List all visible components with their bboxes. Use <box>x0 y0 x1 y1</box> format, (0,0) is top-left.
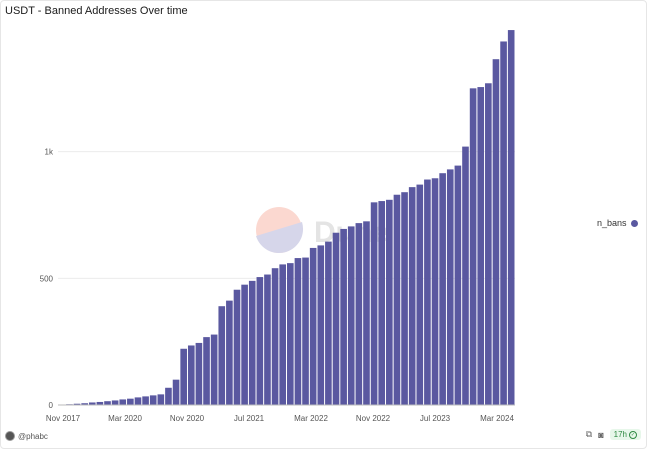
author-name: @phabc <box>18 431 48 441</box>
bar[interactable] <box>507 30 515 405</box>
bar[interactable] <box>332 232 340 405</box>
x-tick-label: Jul 2023 <box>420 414 451 423</box>
author[interactable]: @phabc <box>5 431 48 441</box>
bar[interactable] <box>195 342 203 405</box>
status-badge: 17h ✓ <box>609 429 641 440</box>
bar[interactable] <box>264 274 271 405</box>
bar[interactable] <box>355 223 363 405</box>
y-tick-label: 500 <box>40 274 54 283</box>
bar[interactable] <box>492 59 500 405</box>
bar[interactable] <box>134 397 142 405</box>
x-tick-label: Mar 2020 <box>108 414 142 423</box>
bar[interactable] <box>210 334 218 405</box>
bar[interactable] <box>119 399 127 405</box>
bar[interactable] <box>203 337 210 405</box>
y-tick-label: 1k <box>45 148 54 157</box>
bar[interactable] <box>172 379 180 405</box>
bar[interactable] <box>431 178 439 405</box>
x-tick-label: Jul 2021 <box>234 414 265 423</box>
bar[interactable] <box>408 187 416 405</box>
bar[interactable] <box>127 398 134 405</box>
bar[interactable] <box>393 194 401 405</box>
bar[interactable] <box>401 192 408 405</box>
bar[interactable] <box>271 268 279 405</box>
bar[interactable] <box>81 403 88 405</box>
bar[interactable] <box>111 400 119 405</box>
bar[interactable] <box>248 280 256 405</box>
legend[interactable]: n_bans <box>597 218 638 228</box>
bar[interactable] <box>454 165 462 405</box>
bar[interactable] <box>386 199 393 405</box>
bar[interactable] <box>73 403 81 405</box>
bar[interactable] <box>485 83 492 406</box>
age-text: 17h <box>613 430 627 439</box>
bar[interactable] <box>309 247 317 405</box>
avatar <box>5 431 15 441</box>
bar[interactable] <box>424 179 431 405</box>
bar[interactable] <box>226 300 233 405</box>
bar[interactable] <box>370 202 378 405</box>
bar[interactable] <box>142 396 149 405</box>
bar[interactable] <box>439 173 446 405</box>
bar[interactable] <box>157 394 165 405</box>
bar[interactable] <box>325 241 332 405</box>
check-circle-icon: ✓ <box>629 430 637 439</box>
x-tick-label: Nov 2020 <box>170 414 205 423</box>
bar[interactable] <box>187 345 195 405</box>
legend-swatch <box>630 219 638 227</box>
bar[interactable] <box>241 284 248 405</box>
chart-title: USDT - Banned Addresses Over time <box>5 5 188 17</box>
bar[interactable] <box>378 201 386 405</box>
bar[interactable] <box>149 395 157 405</box>
bar[interactable] <box>88 402 96 405</box>
bar[interactable] <box>104 401 111 405</box>
bar[interactable] <box>500 41 507 405</box>
bar[interactable] <box>462 146 469 405</box>
bar[interactable] <box>347 226 355 405</box>
bar[interactable] <box>256 277 264 405</box>
x-tick-label: Mar 2022 <box>294 414 328 423</box>
camera-icon[interactable]: ◙ <box>598 429 604 440</box>
bar[interactable] <box>279 264 286 405</box>
bar[interactable] <box>218 306 226 405</box>
x-tick-label: Nov 2017 <box>46 414 81 423</box>
y-tick-label: 0 <box>49 401 54 410</box>
bar[interactable] <box>302 257 309 405</box>
bar[interactable] <box>96 401 104 405</box>
x-tick-label: Mar 2024 <box>480 414 514 423</box>
bar[interactable] <box>317 245 325 405</box>
x-tick-label: Nov 2022 <box>356 414 391 423</box>
watermark-logo-bottom <box>256 222 304 254</box>
bar[interactable] <box>416 184 424 405</box>
bar[interactable] <box>165 387 172 405</box>
bar[interactable] <box>477 87 485 405</box>
bar[interactable] <box>180 348 187 405</box>
bar[interactable] <box>287 263 294 405</box>
external-link-icon[interactable]: ⧉ <box>585 429 593 439</box>
legend-label: n_bans <box>597 218 627 228</box>
bar[interactable] <box>469 88 477 405</box>
bar[interactable] <box>446 169 454 405</box>
bar[interactable] <box>340 228 347 405</box>
footer-actions: ⧉ ◙ 17h ✓ <box>586 429 641 440</box>
bar[interactable] <box>294 258 302 405</box>
bar[interactable] <box>363 221 370 405</box>
bar[interactable] <box>233 289 241 405</box>
